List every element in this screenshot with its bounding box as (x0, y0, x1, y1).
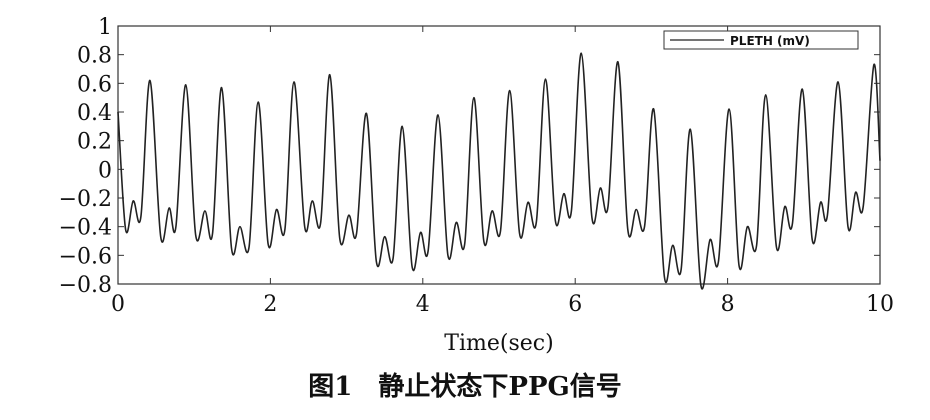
x-tick-label: 10 (866, 292, 894, 317)
y-tick-label: −0.4 (59, 216, 112, 241)
x-axis-title: Time(sec) (444, 331, 553, 356)
y-tick-label: −0.8 (59, 273, 112, 298)
legend-entry: PLETH (mV) (730, 34, 810, 48)
x-axis: 0 2 4 6 8 10 (111, 26, 894, 317)
y-tick-label: 0 (98, 158, 112, 183)
legend: PLETH (mV) (663, 30, 859, 50)
y-tick-label: 0.2 (77, 130, 112, 155)
plot-area-frame (117, 25, 881, 285)
figure-caption: 图1 静止状态下PPG信号 (308, 372, 622, 402)
y-tick-label: 0.6 (77, 72, 112, 97)
legend-box (663, 30, 859, 50)
x-tick-label: 0 (111, 292, 125, 317)
y-tick-label: −0.2 (59, 187, 112, 212)
y-tick-label: −0.6 (59, 244, 112, 269)
y-tick-label: 0.4 (77, 101, 112, 126)
x-tick-label: 4 (416, 292, 430, 317)
y-axis: 1 0.8 0.6 0.4 0.2 0 −0.2 −0.4 −0.6 −0.8 (59, 15, 880, 298)
x-tick-label: 6 (568, 292, 582, 317)
x-tick-label: 8 (721, 292, 735, 317)
series-line-pleth (117, 52, 881, 290)
y-tick-label: 1 (98, 15, 112, 40)
x-tick-label: 2 (263, 292, 277, 317)
y-tick-label: 0.8 (77, 44, 112, 69)
